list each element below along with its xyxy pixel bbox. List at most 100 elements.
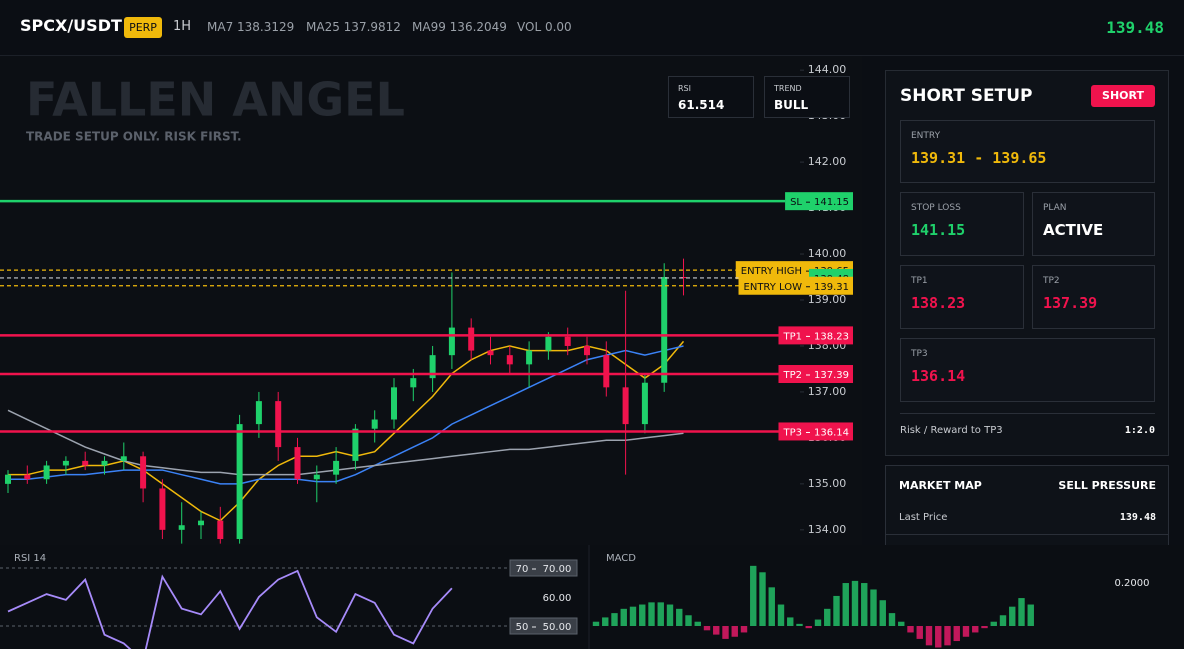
level-value: 138.23 bbox=[814, 331, 849, 342]
macd-bar bbox=[1009, 606, 1016, 627]
candle-body bbox=[159, 488, 166, 530]
vol-stat: VOL 0.00 bbox=[517, 18, 572, 36]
macd-bar bbox=[759, 572, 766, 627]
macd-bar bbox=[685, 615, 692, 627]
candle-body bbox=[178, 525, 185, 530]
candle-body bbox=[410, 378, 417, 388]
level-name: ENTRY LOW bbox=[744, 282, 803, 293]
level-value: 141.15 bbox=[814, 197, 849, 208]
macd-bar bbox=[592, 621, 600, 627]
macd-bar bbox=[898, 621, 905, 627]
candle-body bbox=[217, 520, 224, 540]
level-box bbox=[509, 617, 578, 635]
market-map-title: MARKET MAP bbox=[899, 479, 982, 492]
macd-bar bbox=[824, 608, 831, 627]
card-value: 136.14 bbox=[911, 367, 966, 385]
macd-bar bbox=[676, 608, 683, 627]
indicator-box: TREND BULL bbox=[764, 76, 850, 118]
candle-body bbox=[198, 520, 204, 526]
card-label: TP2 bbox=[1043, 276, 1060, 286]
tp-card: TP2 137.39 bbox=[1032, 265, 1155, 329]
candle-body bbox=[526, 350, 533, 365]
macd-bar bbox=[722, 626, 729, 639]
ma-stat: MA25 137.9812 bbox=[306, 18, 401, 36]
separator bbox=[886, 534, 1168, 535]
candle-body bbox=[641, 382, 648, 425]
level-name: TP1 bbox=[782, 331, 802, 342]
row-label: Last Price bbox=[899, 512, 948, 523]
ma-name: MA7 bbox=[207, 20, 234, 34]
level-value: 139.31 bbox=[814, 282, 849, 293]
macd-bar bbox=[916, 626, 923, 639]
tp-card: TP1 138.23 bbox=[900, 265, 1024, 329]
ma-name: MA25 bbox=[306, 20, 340, 34]
macd-bar bbox=[851, 580, 859, 627]
tp-card: TP3 136.14 bbox=[900, 338, 1155, 402]
candle-body bbox=[43, 465, 50, 480]
macd-bar bbox=[999, 615, 1007, 627]
y-tick-label: 0.2000 bbox=[1115, 578, 1150, 589]
candle-body bbox=[275, 401, 282, 448]
candle-body bbox=[140, 456, 147, 489]
indicator-label: RSI bbox=[678, 84, 691, 93]
badge: PERP bbox=[124, 17, 162, 38]
level-name: ENTRY HIGH bbox=[741, 266, 802, 277]
candle-body bbox=[62, 460, 69, 466]
watermark-title: FALLEN ANGEL bbox=[26, 73, 405, 127]
card-value: ACTIVE bbox=[1043, 221, 1104, 239]
card-value: 141.15 bbox=[911, 221, 966, 239]
level-label-box bbox=[738, 276, 853, 295]
symbol: SPCX/USDT bbox=[20, 16, 122, 35]
candle-body bbox=[101, 460, 108, 466]
ma-stat: MA99 136.2049 bbox=[412, 18, 507, 36]
macd-bar bbox=[694, 621, 701, 627]
candle-body bbox=[120, 456, 127, 461]
ma-line bbox=[7, 409, 684, 476]
macd-bar bbox=[629, 606, 637, 627]
candle-body bbox=[468, 327, 475, 351]
macd-bar bbox=[750, 565, 757, 627]
macd-bar bbox=[935, 626, 942, 648]
y-tick-label: 142.00 bbox=[808, 155, 847, 168]
macd-bar bbox=[639, 604, 646, 627]
macd-bar bbox=[833, 595, 840, 627]
card-value: 137.39 bbox=[1043, 294, 1098, 312]
indicator-label: TREND bbox=[774, 84, 802, 93]
ma-value: 138.3129 bbox=[237, 20, 295, 34]
y-tick-label: 135.00 bbox=[808, 477, 847, 490]
candle-body bbox=[680, 277, 687, 279]
direction-badge[interactable]: SHORT bbox=[1091, 85, 1155, 107]
candle-body bbox=[371, 419, 378, 429]
macd-bar bbox=[925, 626, 933, 646]
macd-bar bbox=[657, 602, 664, 627]
card-value: 138.23 bbox=[911, 294, 966, 312]
card-label: TP1 bbox=[911, 276, 928, 286]
macd-bar bbox=[814, 619, 822, 627]
interval[interactable]: 1H bbox=[173, 19, 192, 34]
card-label: PLAN bbox=[1043, 203, 1067, 213]
card-label: ENTRY bbox=[911, 131, 941, 141]
macd-bar bbox=[666, 604, 674, 627]
candle-body bbox=[661, 277, 668, 383]
ma-value: 137.9812 bbox=[343, 20, 401, 34]
macd-bar bbox=[740, 626, 748, 633]
candle-body bbox=[236, 424, 243, 540]
watermark-subtitle: TRADE SETUP ONLY. RISK FIRST. bbox=[26, 130, 242, 144]
macd-bar bbox=[944, 626, 951, 646]
level-value: 137.39 bbox=[814, 370, 849, 381]
y-tick-label: 140.00 bbox=[808, 247, 847, 260]
level-box bbox=[509, 559, 578, 577]
row-value: 139.48 bbox=[1119, 512, 1156, 523]
level-label: 70 bbox=[516, 564, 529, 575]
card-label: STOP LOSS bbox=[911, 203, 961, 213]
y-tick-label: 60.00 bbox=[543, 593, 572, 604]
macd-bar bbox=[861, 583, 868, 627]
level-value: 136.14 bbox=[814, 427, 849, 438]
macd-bar bbox=[777, 604, 785, 627]
macd-bar bbox=[879, 600, 886, 627]
price-pane bbox=[0, 55, 862, 545]
y-tick-label: 144.00 bbox=[808, 63, 847, 76]
macd-bar bbox=[768, 587, 775, 627]
